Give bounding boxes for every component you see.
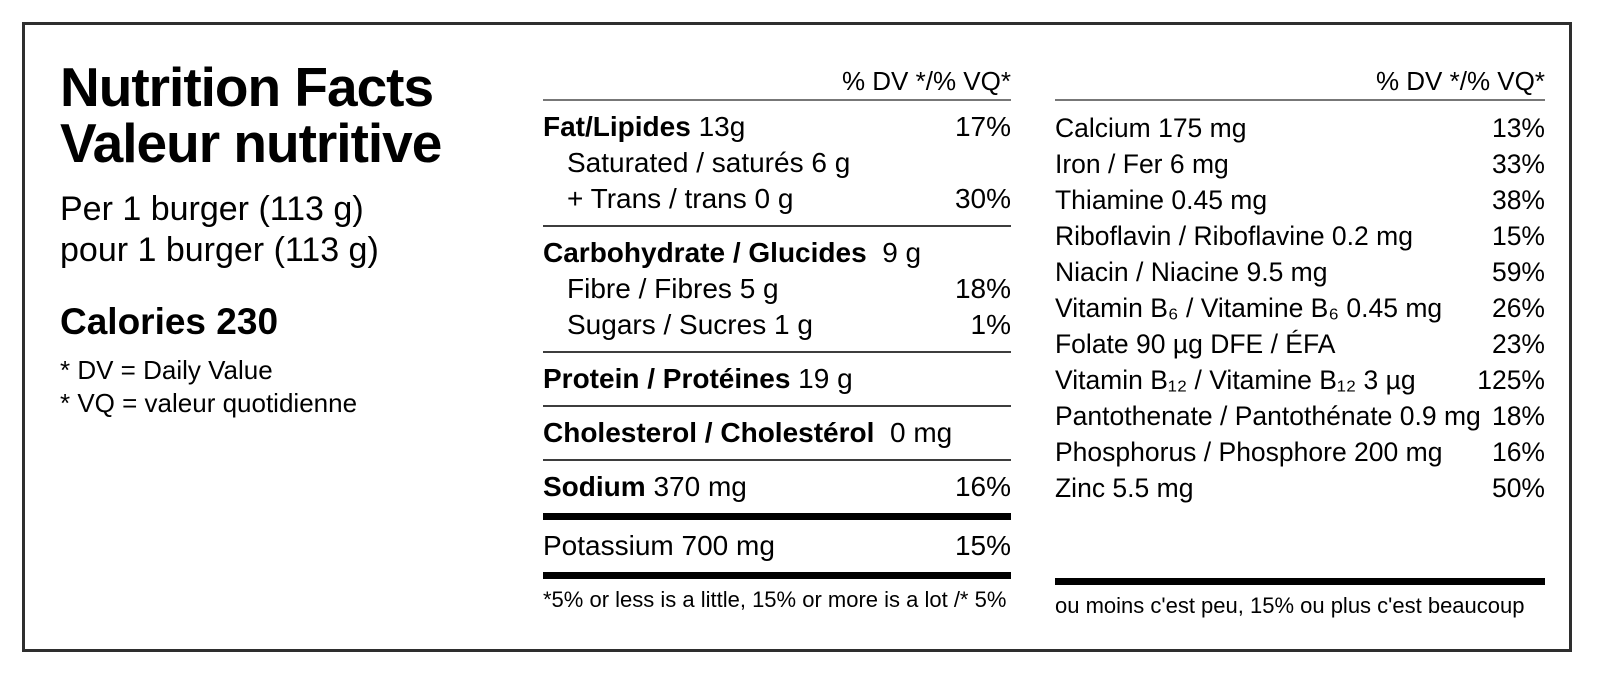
daily-value-percent: 50% (1491, 473, 1545, 503)
nutrient-label: Iron / Fer 6 mg (1055, 149, 1229, 179)
nutrient-label: Fibre / Fibres 5 g (567, 273, 779, 304)
nutrient-row: Pantothenate / Pantothénate 0.9 mg 18% (1055, 398, 1545, 434)
daily-value-percent: 15% (1491, 221, 1545, 251)
serving-size-french: pour 1 burger (113 g) (60, 231, 379, 269)
nutrient-label: Protein / Protéines 19 g (543, 363, 853, 394)
nutrient-label: Vitamin B₆ / Vitamine B₆ 0.45 mg (1055, 293, 1443, 323)
nutrient-row: Calcium 175 mg 13% (1055, 110, 1545, 146)
nutrient-row: + Trans / trans 0 g 30% (543, 181, 1011, 217)
nutrient-row: Sugars / Sucres 1 g 1% (543, 307, 1011, 343)
nutrient-row: Thiamine 0.45 mg 38% (1055, 182, 1545, 218)
title-english: Nutrition Facts (60, 56, 434, 118)
nutrient-row: Fat/Lipides 13g 17% (543, 109, 1011, 145)
nutrient-row: Phosphorus / Phosphore 200 mg 16% (1055, 434, 1545, 470)
daily-value-percent: 15% (954, 530, 1011, 561)
nutrient-label: Pantothenate / Pantothénate 0.9 mg (1055, 401, 1481, 431)
label-title: Nutrition Facts Valeur nutritive (60, 56, 442, 174)
divider-rule (543, 459, 1011, 461)
nutrient-section: Carbohydrate / Glucides 9 g Fibre / Fibre… (543, 227, 1011, 351)
daily-value-percent: 26% (1491, 293, 1545, 323)
nutrient-label: Fat/Lipides 13g (543, 111, 746, 142)
nutrient-label: Folate 90 µg DFE / ÉFA (1055, 329, 1336, 359)
daily-value-percent: 23% (1491, 329, 1545, 359)
nutrient-label: Saturated / saturés 6 g (567, 147, 851, 178)
nutrient-label: Vitamin B₁₂ / Vitamine B₁₂ 3 µg (1055, 365, 1416, 395)
nutrient-row: Zinc 5.5 mg 50% (1055, 470, 1545, 506)
nutrient-row: Potassium 700 mg 15% (543, 528, 1011, 564)
daily-value-percent: 13% (1491, 113, 1545, 143)
nutrient-label: Phosphorus / Phosphore 200 mg (1055, 437, 1443, 467)
micronutrients-column: % DV */% VQ* Calcium 175 mg 13% Iron / Fer… (1055, 59, 1545, 619)
macronutrients-column: % DV */% VQ* Fat/Lipides 13g 17% Saturated… (543, 59, 1011, 613)
nutrient-section: Potassium 700 mg 15% (543, 520, 1011, 572)
nutrient-section: Protein / Protéines 19 g (543, 353, 1011, 405)
macronutrients-table: Fat/Lipides 13g 17% Saturated / saturés 6 … (543, 101, 1011, 579)
nutrient-label: Carbohydrate / Glucides 9 g (543, 237, 922, 268)
daily-value-notes: * DV = Daily Value * VQ = valeur quotidi… (60, 354, 357, 420)
calories-value: Calories 230 (60, 301, 279, 342)
nutrient-row: Fibre / Fibres 5 g 18% (543, 271, 1011, 307)
nutrient-label: Sodium 370 mg (543, 471, 747, 502)
daily-value-percent: 30% (954, 183, 1011, 214)
footnote-french: ou moins c'est peu, 15% ou plus c'est be… (1055, 593, 1525, 618)
nutrient-row: Riboflavin / Riboflavine 0.2 mg 15% (1055, 218, 1545, 254)
thick-bar (1055, 578, 1545, 585)
spacer (1055, 506, 1545, 578)
daily-value-percent: 16% (1491, 437, 1545, 467)
thick-bar (543, 513, 1011, 520)
daily-value-percent: 38% (1491, 185, 1545, 215)
daily-value-percent: 16% (954, 471, 1011, 502)
serving-size: Per 1 burger (113 g) pour 1 burger (113 … (60, 189, 379, 271)
daily-value-percent: 18% (1491, 401, 1545, 431)
nutrient-section: Cholesterol / Cholestérol 0 mg (543, 407, 1011, 459)
title-french: Valeur nutritive (60, 112, 442, 174)
nutrient-label: Calcium 175 mg (1055, 113, 1247, 143)
nutrient-label: Zinc 5.5 mg (1055, 473, 1194, 503)
daily-value-percent: 1% (970, 309, 1011, 340)
nutrient-row: Protein / Protéines 19 g (543, 361, 1011, 397)
serving-size-english: Per 1 burger (113 g) (60, 190, 364, 228)
footnote-english: *5% or less is a little, 15% or more is … (543, 587, 1007, 612)
nutrient-label: Riboflavin / Riboflavine 0.2 mg (1055, 221, 1413, 251)
daily-value-percent: 125% (1477, 365, 1545, 395)
thick-bar (543, 572, 1011, 579)
nutrient-row: Cholesterol / Cholestérol 0 mg (543, 415, 1011, 451)
micronutrients-table: Calcium 175 mg 13% Iron / Fer 6 mg 33% Thiam… (1055, 101, 1545, 506)
nutrient-section: Fat/Lipides 13g 17% Saturated / saturés 6 … (543, 101, 1011, 225)
dv-column-header: % DV */% VQ* (1055, 59, 1545, 101)
nutrient-label: Potassium 700 mg (543, 530, 775, 561)
nutrient-row: Vitamin B₆ / Vitamine B₆ 0.45 mg 26% (1055, 290, 1545, 326)
daily-value-percent: 33% (1491, 149, 1545, 179)
daily-value-percent: 59% (1491, 257, 1545, 287)
label-border: Nutrition Facts Valeur nutritive Per 1 b… (22, 22, 1572, 652)
nutrient-row: Sodium 370 mg 16% (543, 469, 1011, 505)
divider-rule (543, 225, 1011, 227)
nutrient-row: Niacin / Niacine 9.5 mg 59% (1055, 254, 1545, 290)
daily-value-percent: 17% (954, 111, 1011, 142)
nutrient-label: Cholesterol / Cholestérol 0 mg (543, 417, 953, 448)
nutrient-label: Thiamine 0.45 mg (1055, 185, 1268, 215)
note-daily-value: * DV = Daily Value (60, 355, 273, 385)
nutrient-row: Saturated / saturés 6 g (543, 145, 1011, 181)
nutrient-row: Vitamin B₁₂ / Vitamine B₁₂ 3 µg 125% (1055, 362, 1545, 398)
divider-rule (543, 405, 1011, 407)
nutrient-label: Sugars / Sucres 1 g (567, 309, 813, 340)
nutrient-row: Iron / Fer 6 mg 33% (1055, 146, 1545, 182)
nutrient-row: Folate 90 µg DFE / ÉFA 23% (1055, 326, 1545, 362)
note-valeur-quotidienne: * VQ = valeur quotidienne (60, 388, 358, 418)
dv-column-header: % DV */% VQ* (543, 59, 1011, 101)
nutrient-section: Sodium 370 mg 16% (543, 461, 1011, 513)
nutrient-label: + Trans / trans 0 g (567, 183, 794, 214)
divider-rule (543, 351, 1011, 353)
daily-value-percent: 18% (954, 273, 1011, 304)
nutrient-label: Niacin / Niacine 9.5 mg (1055, 257, 1328, 287)
nutrient-row: Carbohydrate / Glucides 9 g (543, 235, 1011, 271)
